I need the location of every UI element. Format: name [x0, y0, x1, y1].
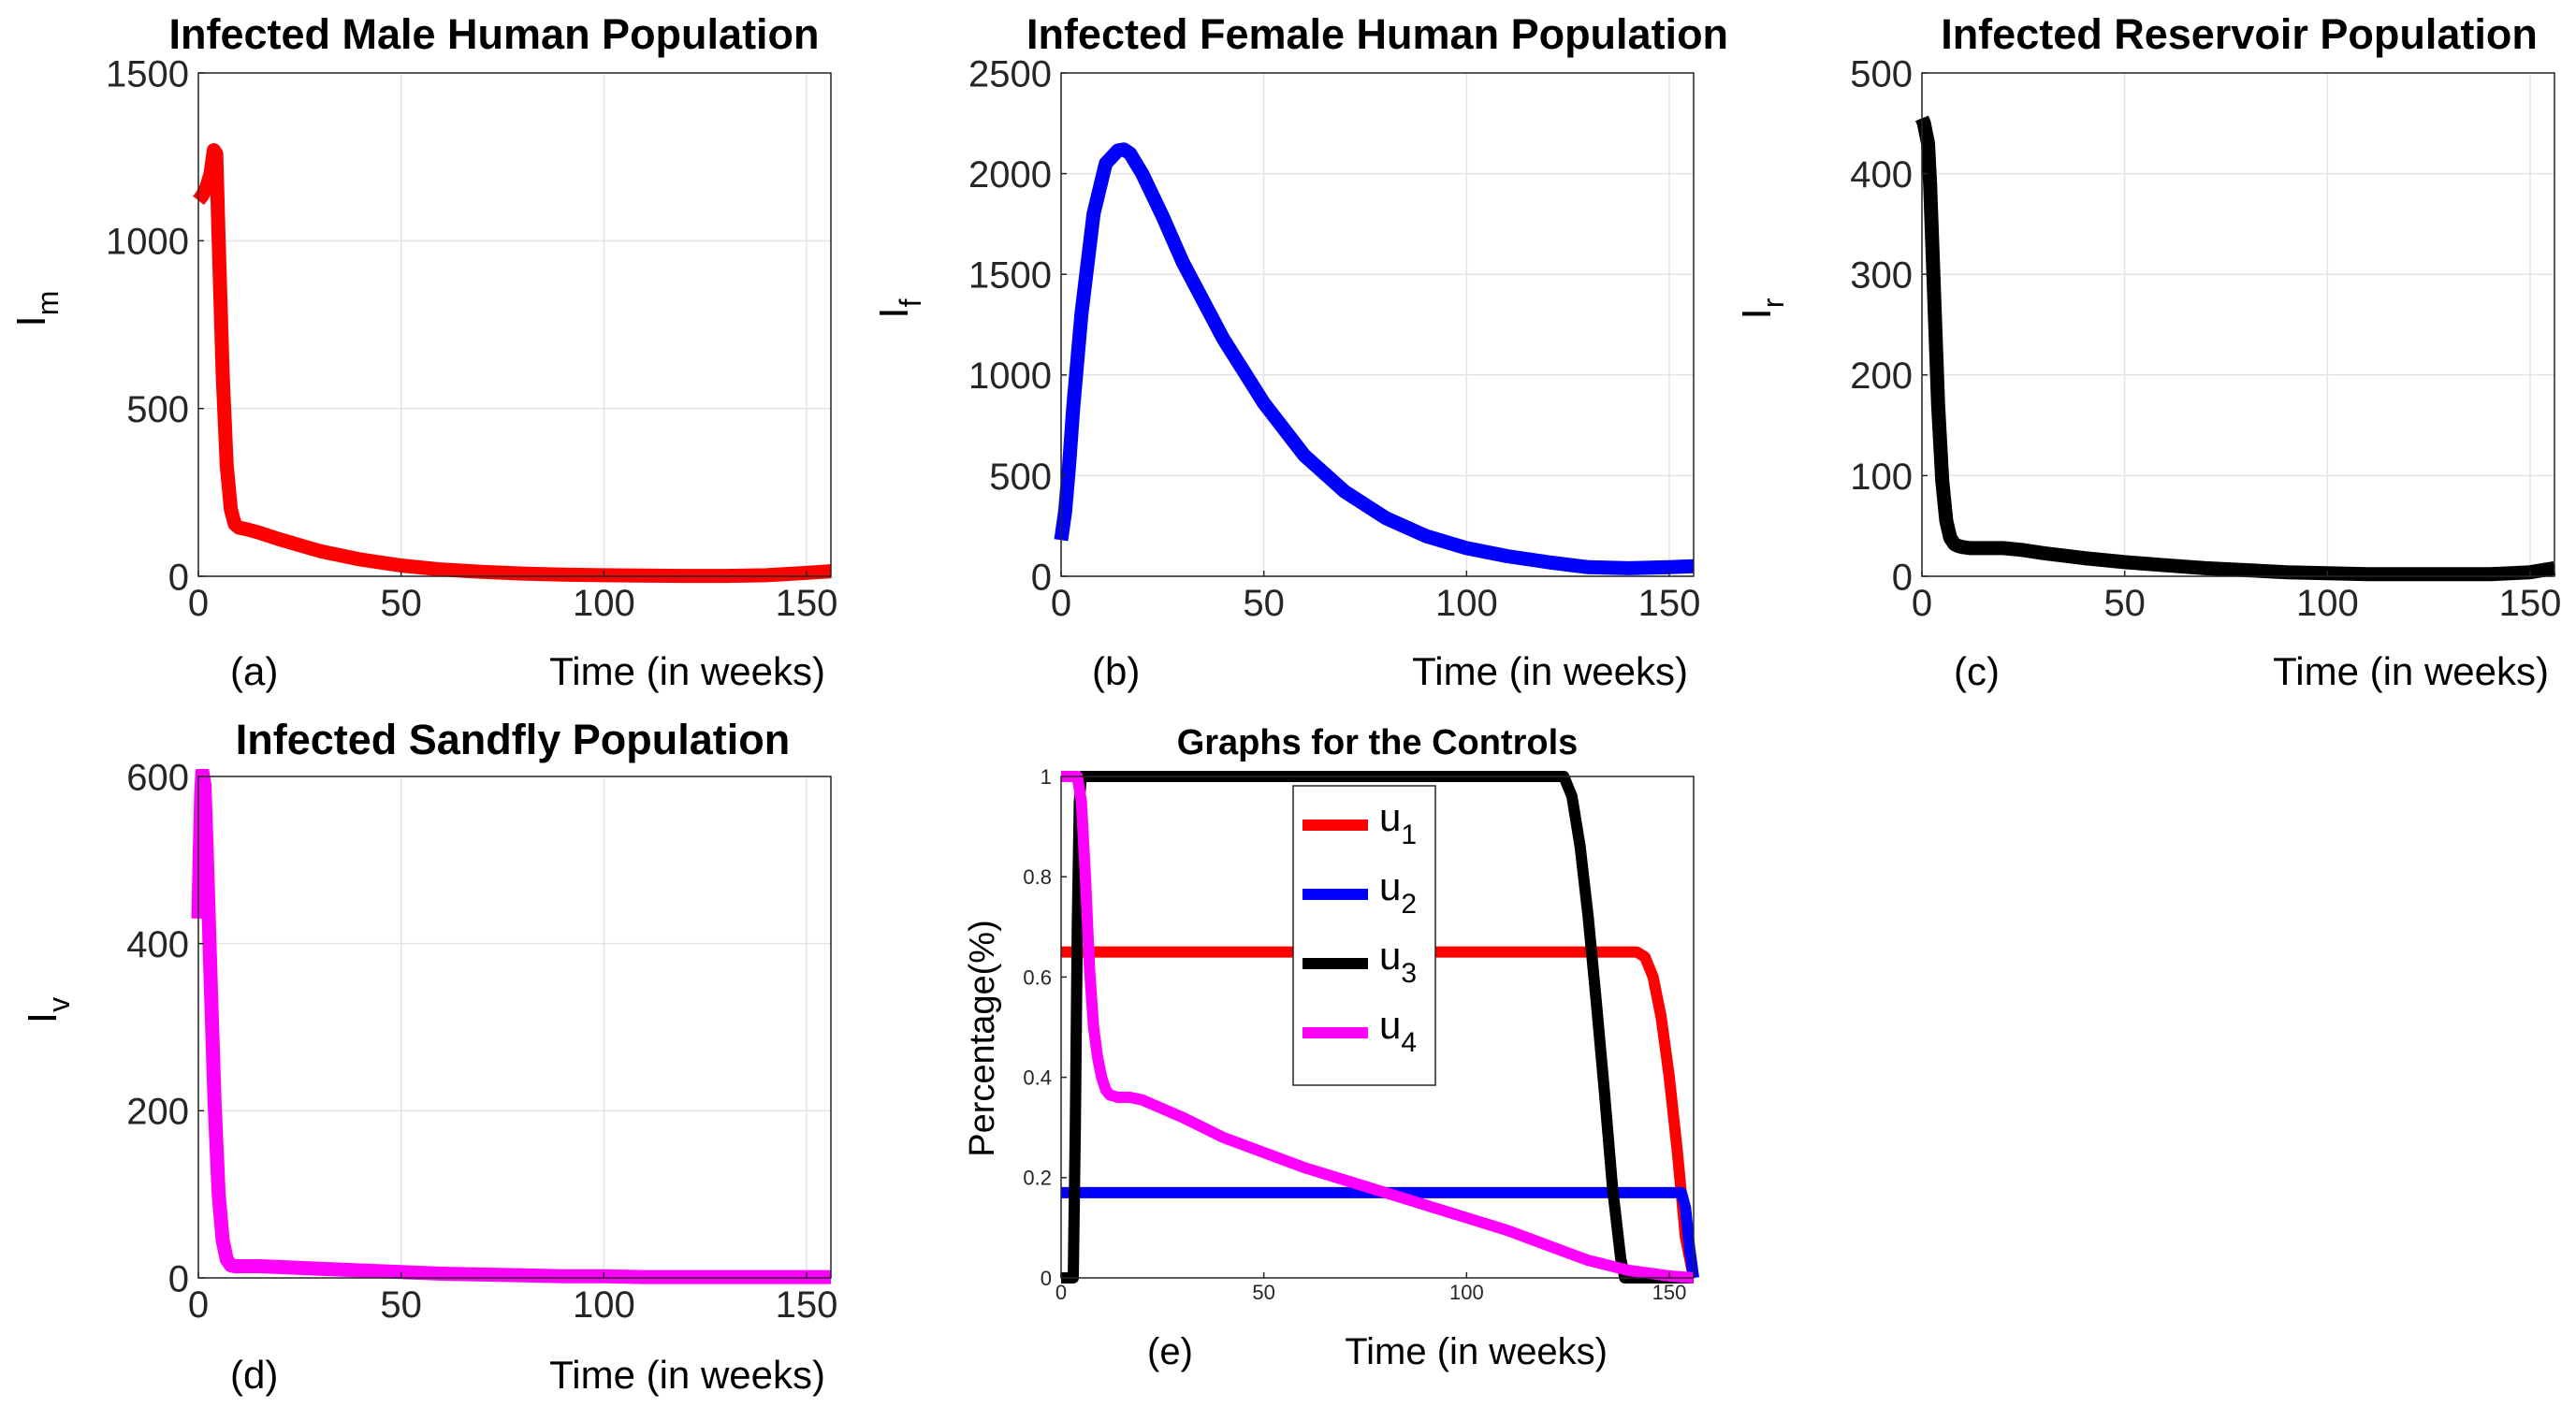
- svg-text:Im: Im: [8, 291, 65, 327]
- x-tick-label: 150: [1652, 1281, 1687, 1304]
- y-tick-label: 500: [989, 457, 1052, 498]
- series-line-u2: [1061, 1186, 1699, 1279]
- series-line-u3: [1061, 771, 1694, 1284]
- y-tick-label: 300: [1850, 255, 1913, 297]
- legend-label-u3: u3: [1379, 934, 1417, 989]
- y-axis-label: If: [871, 298, 927, 318]
- y-tick-label: 1000: [106, 222, 189, 263]
- panel-label: (b): [1092, 649, 1140, 693]
- chart-title: Infected Sandfly Population: [236, 716, 791, 763]
- y-tick-label: 1500: [106, 53, 189, 94]
- panel-b: Infected Female Human Population If (b) …: [871, 10, 1728, 693]
- x-tick-label: 50: [380, 1284, 422, 1326]
- svg-text:Percentage(%): Percentage(%): [963, 920, 1002, 1156]
- x-tick-label: 0: [1912, 583, 1932, 624]
- svg-text:If: If: [871, 298, 927, 318]
- x-tick-label: 50: [380, 583, 422, 624]
- y-tick-label: 600: [126, 757, 189, 798]
- y-tick-label: 400: [126, 924, 189, 965]
- x-tick-label: 0: [1055, 1281, 1067, 1304]
- y-axis-label: Ir: [1734, 297, 1790, 319]
- y-tick-label: 0.2: [1023, 1167, 1052, 1190]
- x-tick-label: 100: [573, 583, 635, 624]
- x-tick-label: 0: [1051, 583, 1071, 624]
- x-axis-label: Time (in weeks): [2273, 649, 2549, 693]
- y-tick-label: 1: [1041, 765, 1052, 789]
- y-tick-label: 1500: [968, 255, 1052, 297]
- y-tick-label: 100: [1850, 457, 1913, 498]
- x-tick-label: 150: [2499, 583, 2562, 624]
- y-tick-label: 0.6: [1023, 965, 1052, 989]
- x-tick-label: 150: [776, 583, 838, 624]
- panel-label: (e): [1147, 1331, 1193, 1372]
- legend-label-u2: u2: [1379, 864, 1417, 920]
- panel-label: (c): [1954, 649, 2000, 693]
- y-tick-label: 0: [1892, 557, 1913, 598]
- x-tick-label: 50: [1252, 1281, 1274, 1304]
- panel-a: Infected Male Human Population Im (a) Ti…: [8, 10, 837, 693]
- panel-label: (d): [230, 1353, 278, 1397]
- x-axis-label: Time (in weeks): [549, 1353, 825, 1397]
- y-tick-label: 0: [168, 557, 189, 598]
- plot-area: [198, 776, 831, 1278]
- y-tick-label: 2000: [968, 154, 1052, 196]
- axes-frame: [197, 776, 832, 1279]
- y-axis-label: Im: [8, 291, 65, 327]
- chart-title: Infected Female Human Population: [1026, 10, 1728, 58]
- axes-frame: [1060, 776, 1695, 1279]
- x-tick-label: 0: [188, 583, 209, 624]
- x-axis-label: Time (in weeks): [1412, 649, 1688, 693]
- x-tick-label: 100: [2296, 583, 2359, 624]
- legend-label-u4: u4: [1379, 1003, 1417, 1058]
- y-tick-label: 0: [1031, 557, 1052, 598]
- y-tick-label: 0: [1041, 1267, 1052, 1290]
- panel-label: (a): [230, 649, 278, 693]
- x-tick-label: 150: [1638, 583, 1701, 624]
- x-tick-label: 150: [776, 1284, 838, 1326]
- series-line-I_v: [191, 769, 831, 1284]
- panel-d: Infected Sandfly Population Iv (d) Time …: [20, 716, 837, 1397]
- chart-title: Infected Reservoir Population: [1941, 10, 2538, 58]
- axes-frame: [1921, 72, 2555, 577]
- y-tick-label: 0.4: [1023, 1066, 1052, 1090]
- panel-e: Graphs for the Controls Percentage(%) (e…: [963, 723, 1699, 1372]
- chart-title: Infected Male Human Population: [168, 10, 819, 58]
- x-tick-label: 100: [573, 1284, 635, 1326]
- panel-c: Infected Reservoir Population Ir (c) Tim…: [1734, 10, 2561, 693]
- y-tick-label: 0.8: [1023, 865, 1052, 889]
- y-tick-label: 1000: [968, 355, 1052, 397]
- axes-frame: [197, 72, 832, 577]
- y-tick-label: 2500: [968, 53, 1052, 94]
- y-tick-label: 200: [126, 1092, 189, 1133]
- y-tick-label: 500: [1850, 53, 1913, 94]
- y-tick-label: 400: [1850, 154, 1913, 196]
- y-tick-label: 500: [126, 389, 189, 430]
- plot-area: [198, 73, 831, 576]
- axes-frame: [1060, 72, 1695, 577]
- x-axis-label: Time (in weeks): [1345, 1331, 1608, 1372]
- y-tick-label: 0: [168, 1258, 189, 1299]
- x-tick-label: 0: [188, 1284, 209, 1326]
- y-axis-label: Iv: [20, 997, 76, 1023]
- chart-title: Graphs for the Controls: [1177, 723, 1579, 762]
- x-tick-label: 100: [1435, 583, 1498, 624]
- x-tick-label: 50: [2103, 583, 2146, 624]
- series-line-I_r: [1915, 115, 2556, 582]
- x-tick-label: 50: [1243, 583, 1285, 624]
- y-axis-label: Percentage(%): [963, 920, 1002, 1156]
- plot-area: [1061, 73, 1694, 576]
- x-axis-label: Time (in weeks): [549, 649, 825, 693]
- y-tick-label: 200: [1850, 355, 1913, 397]
- series-line-u4: [1061, 771, 1695, 1284]
- svg-text:Ir: Ir: [1734, 297, 1790, 319]
- legend-label-u1: u1: [1379, 795, 1417, 850]
- plot-area: [1922, 73, 2554, 576]
- svg-text:Iv: Iv: [20, 997, 76, 1023]
- series-line-I_f: [1054, 142, 1695, 575]
- x-tick-label: 100: [1449, 1281, 1484, 1304]
